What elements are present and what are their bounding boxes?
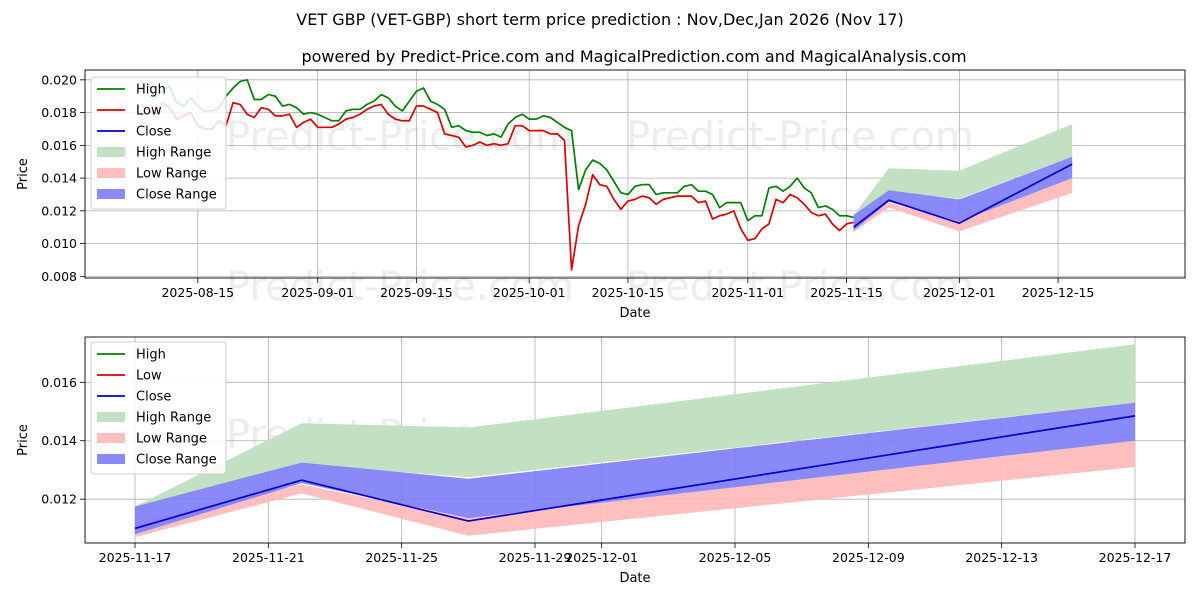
plot-area bbox=[140, 78, 1073, 271]
x-tick-label: 2025-11-01 bbox=[711, 285, 784, 300]
legend-swatch-patch bbox=[97, 454, 125, 464]
x-tick-label: 2025-12-17 bbox=[1099, 550, 1172, 565]
x-tick-label: 2025-12-01 bbox=[565, 550, 638, 565]
x-tick-label: 2025-12-05 bbox=[699, 550, 772, 565]
y-tick-label: 0.018 bbox=[41, 105, 77, 120]
y-tick-label: 0.016 bbox=[41, 375, 77, 390]
y-tick-label: 0.014 bbox=[41, 171, 77, 186]
x-tick-label: 2025-11-17 bbox=[99, 550, 172, 565]
low-line bbox=[140, 101, 854, 271]
x-tick-label: 2025-11-25 bbox=[365, 550, 438, 565]
legend-label: High bbox=[136, 83, 166, 98]
x-tick-label: 2025-12-13 bbox=[965, 550, 1038, 565]
chart-title: VET GBP (VET-GBP) short term price predi… bbox=[296, 10, 903, 29]
legend-swatch-patch bbox=[97, 412, 125, 422]
legend-swatch-patch bbox=[97, 168, 125, 178]
y-axis-label: Price bbox=[16, 158, 31, 190]
x-tick-label: 2025-12-09 bbox=[832, 550, 905, 565]
legend: High Low Close High Range Low Range Close Ran… bbox=[90, 341, 227, 475]
x-tick-label: 2025-08-15 bbox=[161, 285, 234, 300]
close-range-band bbox=[853, 156, 1073, 231]
watermark-text: Predict-Price.com bbox=[626, 114, 974, 160]
x-tick-label: 2025-10-15 bbox=[592, 285, 665, 300]
high-range-band bbox=[135, 344, 1135, 507]
axes-frame bbox=[84, 336, 1186, 544]
y-tick-label: 0.012 bbox=[41, 492, 77, 507]
legend-label: Low Range bbox=[136, 432, 207, 447]
legend-swatch-patch bbox=[97, 433, 125, 443]
y-axis-label: Price bbox=[16, 424, 31, 456]
history-panel: Predict-Price.com Predict-Price.com Predic… bbox=[16, 69, 1186, 321]
legend-label: Low bbox=[136, 104, 162, 119]
forecast-panel: Predict-Price.comPredict-Price.com2025-1… bbox=[16, 336, 1186, 586]
low-range-band bbox=[135, 440, 1135, 538]
high-line bbox=[141, 78, 854, 222]
x-tick-label: 2025-12-15 bbox=[1022, 285, 1095, 300]
legend-label: Close Range bbox=[136, 188, 217, 203]
watermark-text: Predict-Price.com bbox=[226, 264, 574, 310]
legend-label: Close Range bbox=[136, 453, 217, 468]
legend: High Low Close High Range Low Range Close Ran… bbox=[90, 76, 227, 210]
x-tick-label: 2025-11-15 bbox=[810, 285, 883, 300]
legend-label: Low Range bbox=[136, 167, 207, 182]
y-tick-label: 0.012 bbox=[41, 203, 77, 218]
legend-label: Low bbox=[136, 369, 162, 384]
watermark-text: Predict-Price.com bbox=[626, 264, 974, 310]
x-tick-label: 2025-12-01 bbox=[923, 285, 996, 300]
x-tick-label: 2025-11-21 bbox=[232, 550, 305, 565]
legend-label: Close bbox=[136, 125, 171, 140]
y-tick-label: 0.010 bbox=[41, 236, 77, 251]
y-tick-label: 0.014 bbox=[41, 433, 77, 448]
plot-area bbox=[134, 344, 1136, 538]
legend-label: High Range bbox=[136, 411, 211, 426]
close-line bbox=[134, 415, 1136, 530]
legend-swatch-patch bbox=[97, 189, 125, 199]
legend-label: High Range bbox=[136, 146, 211, 161]
x-tick-label: 2025-09-01 bbox=[281, 285, 354, 300]
x-axis-label: Date bbox=[619, 571, 650, 586]
legend-label: High bbox=[136, 348, 166, 363]
x-axis-label: Date bbox=[619, 306, 650, 321]
x-tick-label: 2025-11-29 bbox=[499, 550, 572, 565]
legend-swatch-patch bbox=[97, 147, 125, 157]
y-tick-label: 0.020 bbox=[41, 72, 77, 87]
close-line bbox=[853, 163, 1073, 228]
y-tick-label: 0.008 bbox=[41, 269, 77, 284]
chart-subtitle: powered by Predict-Price.com and Magical… bbox=[301, 47, 966, 66]
close-range-band bbox=[135, 402, 1135, 535]
x-tick-label: 2025-09-15 bbox=[380, 285, 453, 300]
high-range-band bbox=[853, 124, 1073, 215]
x-tick-label: 2025-10-01 bbox=[493, 285, 566, 300]
legend-label: Close bbox=[136, 390, 171, 405]
axes-frame bbox=[84, 69, 1186, 279]
y-tick-label: 0.016 bbox=[41, 138, 77, 153]
watermark-text: Predict-Price.com bbox=[226, 114, 574, 160]
